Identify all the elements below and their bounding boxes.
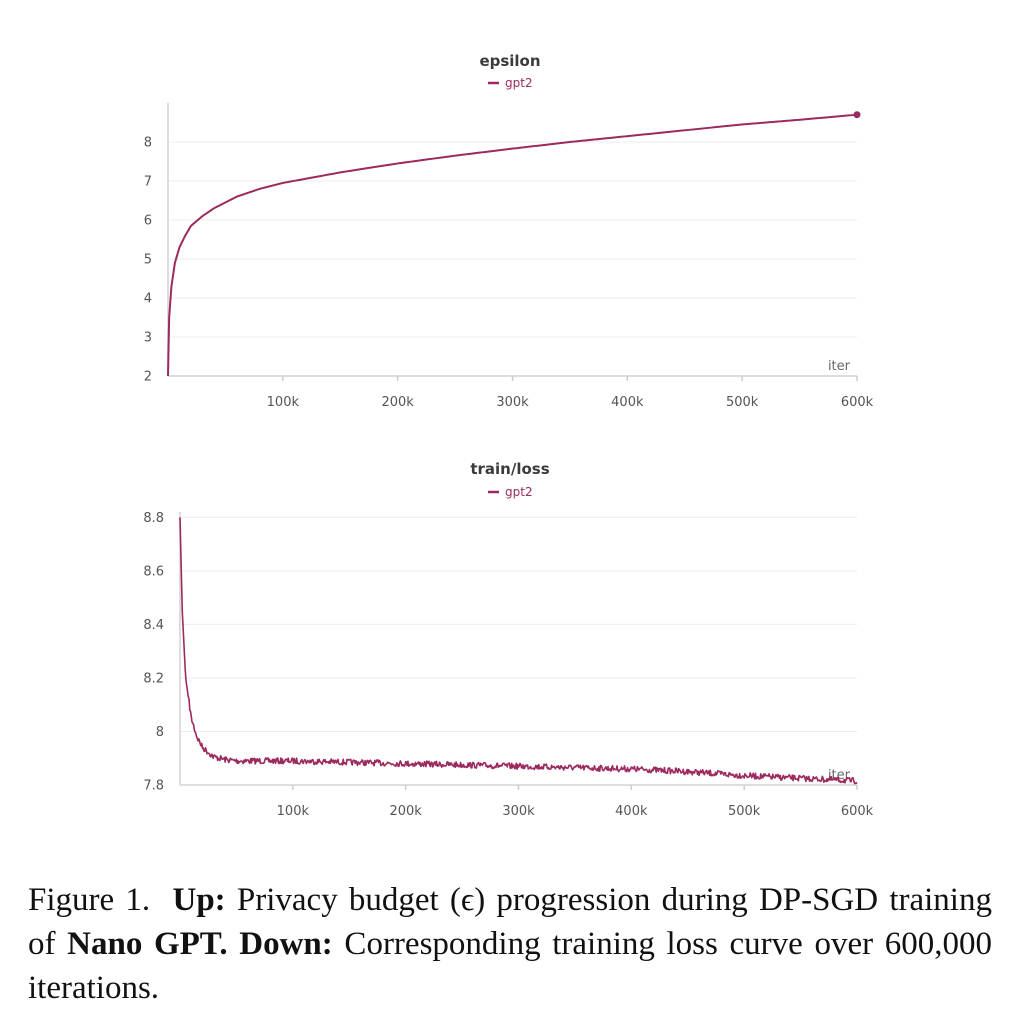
legend-label: gpt2 [505, 76, 533, 90]
chart-title: epsilon [479, 52, 540, 70]
train-loss-chart: train/loss gpt2 7.8 8 8.2 8.4 8.6 8.8 100k 200… [143, 460, 873, 819]
y-tick-label: 5 [144, 253, 152, 268]
caption-up-text: Privacy budget (ϵ) progression during DP… [28, 882, 992, 962]
chart-title: train/loss [470, 460, 549, 478]
y-gridlines [168, 141, 857, 377]
epsilon-chart: epsilon gpt2 2 3 4 5 6 7 8 100k 200k 300k 400k 500… [144, 52, 874, 410]
x-tick-label: 400k [615, 804, 648, 819]
axes [167, 103, 858, 381]
series-layer [179, 517, 858, 785]
series-layer [167, 111, 861, 377]
x-tick-labels: 100k 200k 300k 400k 500k 600k [277, 804, 874, 819]
y-tick-label: 8 [144, 136, 152, 151]
x-tick-labels: 100k 200k 300k 400k 500k 600k [267, 395, 874, 410]
caption-down-label: Down: [227, 926, 333, 962]
x-tick-label: 200k [381, 395, 414, 410]
x-tick-label: 500k [726, 395, 759, 410]
y-tick-label: 8 [156, 725, 164, 740]
caption-model: Nano GPT. [67, 926, 228, 962]
y-tick-label: 4 [144, 292, 152, 307]
x-tick-label: 100k [267, 395, 300, 410]
series-line-gpt2[interactable] [179, 517, 858, 785]
axes [179, 512, 858, 790]
x-tick-label: 200k [389, 804, 422, 819]
legend[interactable]: gpt2 [488, 76, 533, 90]
legend[interactable]: gpt2 [488, 485, 533, 499]
legend-label: gpt2 [505, 485, 533, 499]
x-axis-label: iter [828, 359, 851, 374]
x-tick-label: 600k [841, 804, 874, 819]
y-tick-label: 7.8 [143, 779, 164, 794]
y-gridlines [180, 516, 857, 786]
x-tick-label: 500k [728, 804, 761, 819]
y-tick-label: 8.2 [143, 671, 164, 686]
y-tick-label: 6 [144, 214, 152, 229]
x-tick-label: 600k [841, 395, 874, 410]
y-tick-label: 7 [144, 175, 152, 190]
y-tick-labels: 7.8 8 8.2 8.4 8.6 8.8 [143, 511, 164, 794]
x-tick-label: 300k [502, 804, 535, 819]
x-tick-label: 400k [611, 395, 644, 410]
y-tick-label: 3 [144, 331, 152, 346]
y-tick-label: 8.4 [143, 618, 164, 633]
x-tick-label: 100k [277, 804, 310, 819]
series-line-gpt2[interactable] [167, 113, 858, 377]
x-tick-label: 300k [496, 395, 529, 410]
figure-caption: Figure 1. Up: Privacy budget (ϵ) progres… [28, 878, 992, 1010]
y-tick-label: 8.8 [143, 511, 164, 526]
series-end-point[interactable] [853, 111, 861, 119]
y-tick-labels: 2 3 4 5 6 7 8 [144, 136, 152, 385]
y-tick-label: 2 [144, 370, 152, 385]
caption-down-text: Corresponding training loss curve over 6… [28, 926, 992, 1006]
y-tick-label: 8.6 [143, 564, 164, 579]
figure: epsilon gpt2 2 3 4 5 6 7 8 100k 200k 300k 400k 500… [143, 52, 874, 819]
caption-prefix: Figure 1. [28, 882, 151, 918]
caption-up-label: Up: [172, 882, 226, 918]
